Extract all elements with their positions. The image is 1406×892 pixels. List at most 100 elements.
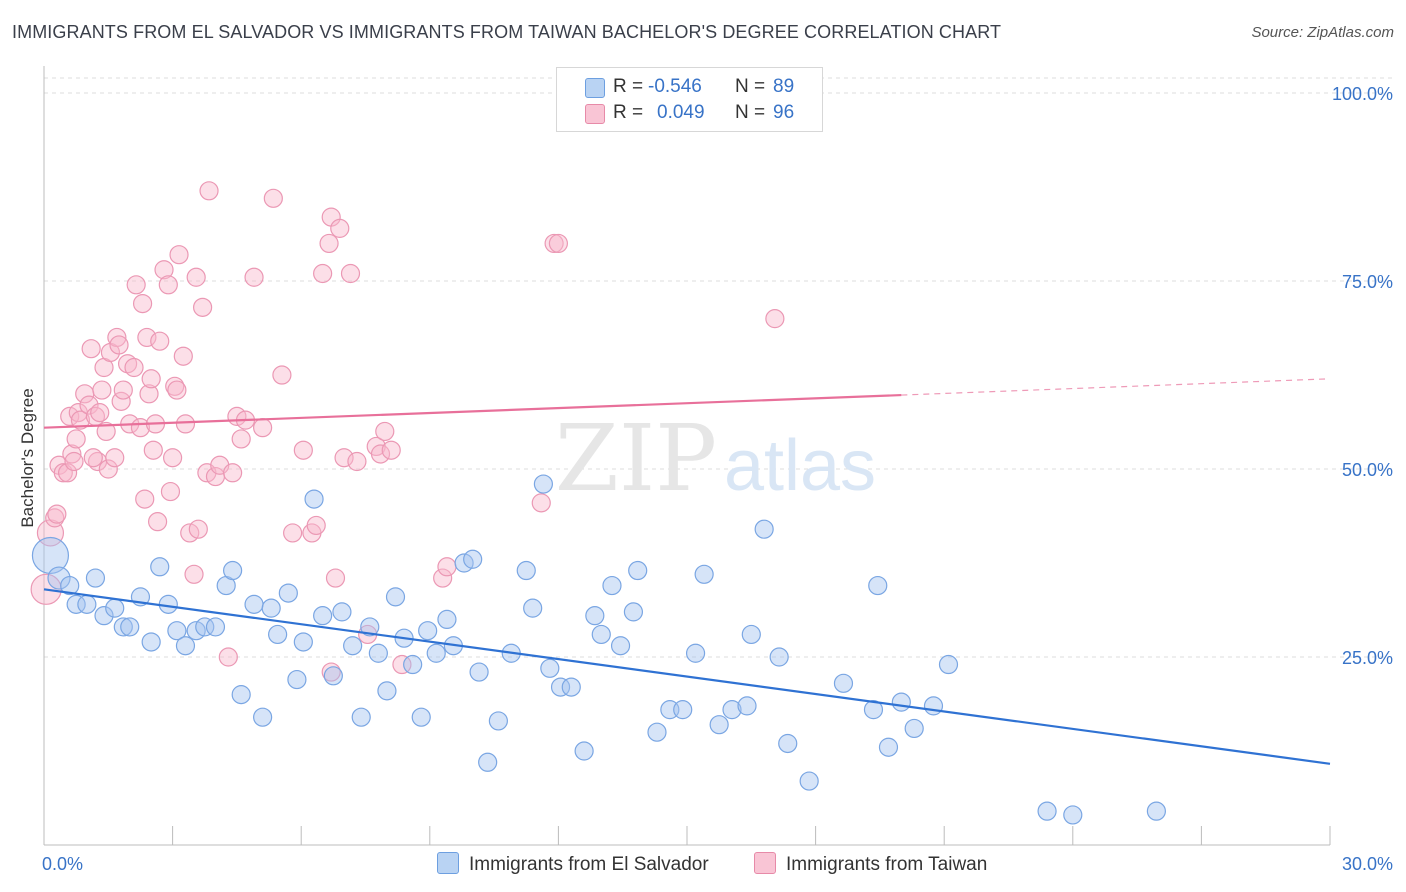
- r-value-taiwan: 0.049: [657, 102, 705, 123]
- series-el-salvador-points: [31, 474, 1166, 825]
- point-taiwan: [544, 233, 564, 254]
- r-value-el-salvador: -0.546: [648, 76, 702, 97]
- point-taiwan: [186, 267, 206, 287]
- point-taiwan: [126, 275, 146, 295]
- point-taiwan: [83, 448, 103, 468]
- x-tick-label: 30.0%: [1342, 854, 1393, 874]
- point-el-salvador: [66, 594, 86, 614]
- point-taiwan: [47, 504, 67, 524]
- point-taiwan: [160, 481, 181, 502]
- point-taiwan: [105, 448, 125, 468]
- point-el-salvador: [47, 566, 71, 590]
- point-el-salvador: [223, 560, 243, 581]
- point-taiwan: [283, 523, 303, 543]
- point-taiwan: [158, 275, 178, 295]
- point-el-salvador: [769, 647, 789, 667]
- point-taiwan: [437, 557, 457, 577]
- point-taiwan: [167, 380, 187, 400]
- n-value-el-salvador: 89: [773, 76, 795, 97]
- point-taiwan: [98, 459, 118, 479]
- point-taiwan: [253, 418, 273, 438]
- point-taiwan: [57, 463, 78, 483]
- point-el-salvador: [120, 617, 140, 637]
- point-el-salvador: [304, 489, 324, 509]
- point-el-salvador: [244, 594, 264, 614]
- point-el-salvador: [278, 583, 298, 603]
- bottom-legend-label-taiwan: Immigrants from Taiwan: [786, 854, 988, 875]
- n-label: N =: [735, 76, 766, 97]
- r-label: R =: [613, 102, 644, 123]
- gridlines: [44, 77, 1394, 658]
- point-el-salvador: [602, 575, 622, 596]
- point-el-salvador: [550, 677, 571, 697]
- point-taiwan: [392, 654, 412, 675]
- point-el-salvador: [623, 602, 644, 622]
- point-taiwan: [244, 267, 264, 287]
- point-el-salvador: [1146, 801, 1166, 821]
- point-taiwan: [263, 188, 283, 208]
- point-el-salvador: [754, 519, 774, 539]
- point-taiwan: [96, 421, 116, 442]
- point-el-salvador: [426, 643, 446, 663]
- point-el-salvador: [85, 568, 106, 588]
- point-el-salvador: [377, 681, 397, 701]
- n-value-taiwan: 96: [773, 102, 795, 123]
- point-el-salvador: [533, 474, 553, 494]
- point-taiwan: [150, 331, 170, 351]
- point-el-salvador: [313, 606, 333, 626]
- point-taiwan: [163, 448, 183, 468]
- point-el-salvador: [685, 643, 706, 663]
- point-el-salvador: [167, 621, 187, 641]
- point-taiwan: [139, 384, 159, 404]
- point-el-salvador: [799, 771, 819, 791]
- point-taiwan: [325, 568, 346, 588]
- legend-swatch-taiwan: [585, 104, 605, 124]
- watermark-zip: ZIP: [555, 405, 717, 512]
- point-el-salvador: [891, 692, 911, 712]
- point-taiwan: [184, 564, 204, 584]
- x-tick-label: 0.0%: [42, 854, 83, 874]
- point-taiwan: [79, 395, 99, 415]
- point-el-salvador: [478, 752, 498, 772]
- point-el-salvador: [904, 718, 924, 739]
- point-taiwan: [141, 369, 161, 389]
- point-taiwan: [330, 218, 350, 238]
- point-el-salvador: [591, 624, 611, 645]
- point-taiwan: [109, 335, 129, 355]
- n-label: N =: [735, 102, 766, 123]
- point-el-salvador: [94, 606, 114, 626]
- point-el-salvador: [628, 560, 648, 581]
- point-el-salvador: [1037, 801, 1057, 821]
- y-axis-label: Bachelor's Degree: [18, 388, 37, 527]
- point-el-salvador: [332, 602, 352, 622]
- point-taiwan: [293, 440, 313, 460]
- point-taiwan: [765, 309, 785, 329]
- point-el-salvador: [77, 594, 97, 614]
- point-el-salvador: [343, 636, 363, 656]
- point-taiwan: [381, 440, 401, 460]
- point-taiwan: [433, 568, 453, 588]
- point-taiwan: [143, 440, 163, 460]
- point-el-salvador: [585, 606, 605, 626]
- point-el-salvador: [261, 598, 281, 618]
- point-taiwan: [340, 263, 361, 284]
- point-taiwan: [90, 403, 110, 423]
- y-tick-label: 100.0%: [1332, 84, 1393, 104]
- point-el-salvador: [610, 636, 631, 656]
- point-taiwan: [92, 380, 112, 400]
- point-taiwan: [218, 647, 238, 667]
- point-taiwan: [175, 414, 196, 434]
- point-taiwan: [113, 380, 133, 400]
- series-taiwan-points: [30, 181, 785, 682]
- point-el-salvador: [141, 632, 161, 652]
- point-taiwan: [193, 297, 213, 317]
- point-el-salvador: [516, 560, 536, 581]
- point-el-salvador: [293, 632, 313, 652]
- point-taiwan: [124, 357, 144, 378]
- point-el-salvador: [1063, 805, 1083, 825]
- point-el-salvador: [469, 662, 489, 682]
- point-el-salvador: [231, 685, 251, 705]
- point-taiwan: [135, 489, 155, 509]
- point-taiwan: [81, 339, 101, 359]
